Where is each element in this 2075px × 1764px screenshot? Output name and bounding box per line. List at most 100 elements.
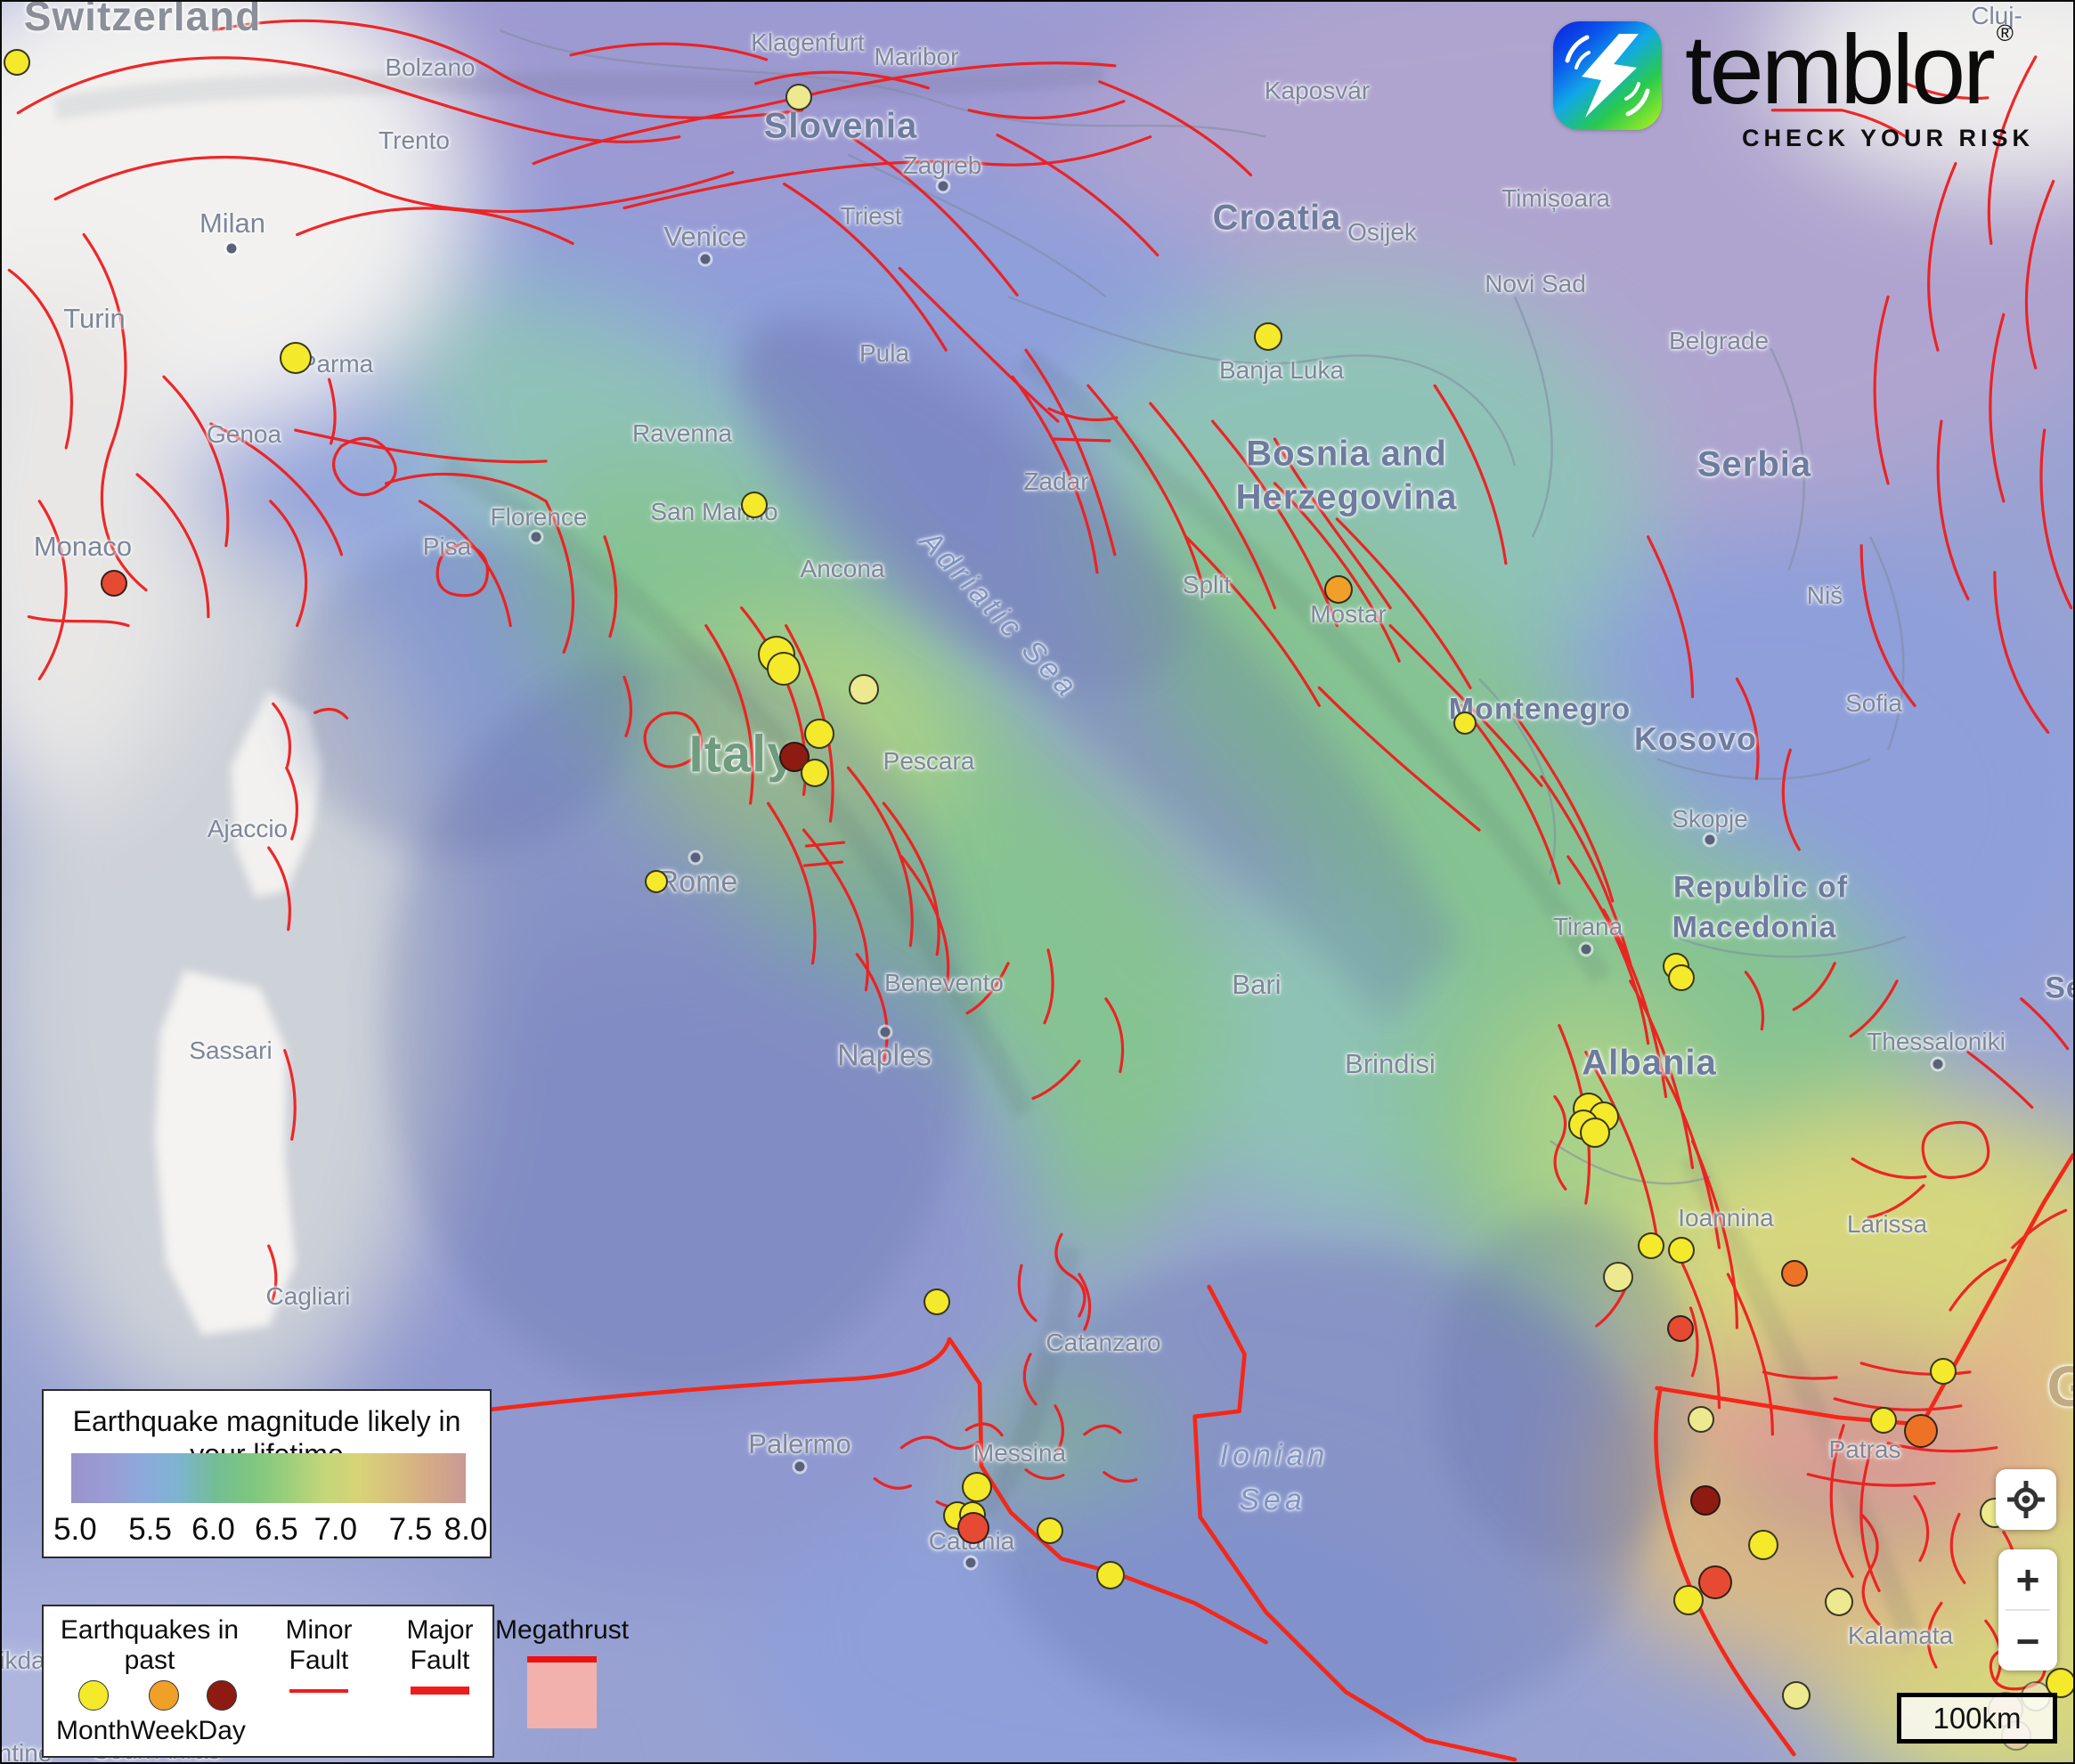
map-label-macedonia: Macedonia — [1672, 910, 1837, 945]
locate-button[interactable] — [1996, 1469, 2056, 1530]
earthquake-marker-m[interactable] — [804, 719, 834, 749]
zoom-control: + − — [1998, 1549, 2057, 1671]
minor-fault-label: Minor Fault — [285, 1615, 353, 1675]
earthquake-marker-m[interactable] — [1930, 1358, 1957, 1385]
zoom-divider — [2006, 1609, 2050, 1611]
country-borders — [499, 28, 1907, 1185]
legend-past-earthquakes: Earthquakes in past Month Week Day Minor F… — [42, 1605, 629, 1758]
sea-tint-layer — [286, 308, 1700, 1744]
map-label-serbia: Serbia — [1697, 444, 1812, 484]
map-label-italy: Italy — [688, 725, 797, 784]
scale-label: 100km — [1933, 1701, 2022, 1735]
city-dot-rome — [690, 852, 701, 863]
earthquake-marker-m[interactable] — [280, 342, 312, 374]
earthquake-marker-m[interactable] — [645, 870, 668, 893]
map-label-kosovo: Kosovo — [1633, 720, 1758, 757]
magnitude-ticks: 5.0 5.5 6.0 6.5 7.0 7.5 8.0 — [53, 1508, 487, 1548]
earthquake-marker-m[interactable] — [962, 1472, 992, 1502]
earthquake-marker-r[interactable] — [1667, 1315, 1694, 1342]
earthquake-marker-o[interactable] — [1781, 1260, 1808, 1287]
earthquake-marker-p[interactable] — [849, 674, 879, 704]
map-label-palermo: Palermo — [748, 1428, 851, 1459]
map-label-belgrade: Belgrade — [1668, 327, 1770, 354]
magnitude-tick-6.0: 6.0 — [191, 1512, 235, 1547]
earthquake-marker-m[interactable] — [801, 759, 829, 787]
magnitude-tick-6.5: 6.5 — [255, 1512, 298, 1547]
map-label-mostar: Mostar — [1310, 600, 1387, 628]
map-label-albania: Albania — [1582, 1043, 1717, 1083]
map-label-sofia: Sofia — [1845, 689, 1902, 717]
map-label-republic-of: Republic of — [1672, 870, 1849, 905]
earthquake-marker-m[interactable] — [767, 652, 801, 686]
city-dot-thessaloniki — [1933, 1059, 1943, 1069]
lightning-bolt-icon — [1582, 34, 1639, 118]
temblor-logo[interactable]: temblor ® CHECK YOUR RISK — [1553, 21, 2034, 150]
map-label-turin: Turin — [63, 303, 126, 334]
temblor-logo-icon — [1553, 21, 1662, 130]
earthquake-marker-r[interactable] — [1698, 1565, 1732, 1599]
earthquake-marker-m[interactable] — [741, 492, 768, 518]
map-label-triest: Triest — [840, 202, 902, 230]
map-label-osijek: Osijek — [1347, 218, 1417, 246]
map-label-zadar: Zadar — [1023, 467, 1089, 495]
map-label-ravenna: Ravenna — [631, 419, 733, 447]
earthquake-marker-m[interactable] — [1870, 1407, 1897, 1434]
city-dot-catania — [965, 1557, 976, 1568]
earthquake-marker-d[interactable] — [1690, 1485, 1721, 1516]
earthquake-marker-p[interactable] — [1688, 1406, 1714, 1433]
map-label-ionian: Ionian — [1219, 1438, 1330, 1473]
earthquake-marker-m[interactable] — [924, 1288, 950, 1315]
earthquake-marker-m[interactable] — [1096, 1561, 1125, 1589]
earthquake-marker-m[interactable] — [1580, 1118, 1610, 1148]
earthquake-marker-m[interactable] — [4, 49, 30, 76]
earthquake-marker-m[interactable] — [1673, 1585, 1704, 1615]
city-dot-skopje — [1705, 834, 1715, 845]
earthquake-marker-r[interactable] — [101, 570, 127, 597]
map-label-slovenia: Slovenia — [763, 106, 918, 146]
magnitude-tick-8.0: 8.0 — [443, 1512, 488, 1547]
earthquake-marker-m[interactable] — [1748, 1530, 1778, 1560]
map-label-g: G — [2047, 1353, 2073, 1419]
earthquake-marker-o[interactable] — [1904, 1414, 1938, 1448]
earthquake-marker-p[interactable] — [1603, 1262, 1633, 1292]
period-day: Day — [199, 1680, 246, 1746]
magnitude-tick-5.5: 5.5 — [128, 1512, 172, 1547]
map-label-croatia: Croatia — [1212, 198, 1342, 238]
map-label-florence: Florence — [490, 503, 588, 531]
map-label-montenegro: Montenegro — [1448, 692, 1632, 727]
zoom-out-button[interactable]: − — [1998, 1611, 2057, 1671]
earthquake-marker-p[interactable] — [1782, 1681, 1811, 1710]
map-label-trento: Trento — [378, 126, 450, 154]
earthquake-marker-p[interactable] — [1825, 1588, 1853, 1616]
map-label-sassari: Sassari — [189, 1036, 273, 1064]
megathrust-label: Megathrust — [494, 1615, 630, 1645]
city-dot-palermo — [794, 1461, 805, 1472]
earthquake-marker-m[interactable] — [1453, 711, 1477, 735]
earthquake-marker-r[interactable] — [957, 1512, 989, 1544]
period-label-week: Week — [130, 1716, 199, 1746]
earthquake-marker-m[interactable] — [1638, 1232, 1664, 1259]
earthquake-marker-m[interactable] — [1254, 322, 1282, 351]
magnitude-gradient-bar — [71, 1453, 466, 1503]
magnitude-tick-5.0: 5.0 — [53, 1512, 97, 1547]
map-label-ioannina: Ioannina — [1678, 1204, 1774, 1232]
map-label-cluj: Cluj- — [1971, 2, 2022, 29]
city-dot-venice — [700, 254, 711, 264]
map-label-switzerland: Switzerland — [23, 0, 262, 39]
map-label-pisa: Pisa — [422, 532, 472, 560]
earthquake-marker-w[interactable] — [1324, 575, 1353, 604]
map-label-brindisi: Brindisi — [1345, 1048, 1436, 1079]
city-dot-zagreb — [938, 181, 948, 191]
earthquake-marker-m[interactable] — [1668, 1237, 1695, 1264]
zoom-in-button[interactable]: + — [1998, 1549, 2057, 1609]
map-label-ni: Niš — [1806, 581, 1843, 609]
earthquake-marker-p[interactable] — [785, 84, 812, 110]
period-symbols: Month Week Day — [53, 1680, 247, 1746]
minor-fault-symbol — [289, 1689, 348, 1694]
map-label-ancona: Ancona — [800, 555, 885, 582]
earthquake-marker-m[interactable] — [1037, 1517, 1063, 1544]
earthquake-marker-m[interactable] — [1668, 964, 1695, 991]
map-label-herzegovina: Herzegovina — [1235, 477, 1458, 517]
